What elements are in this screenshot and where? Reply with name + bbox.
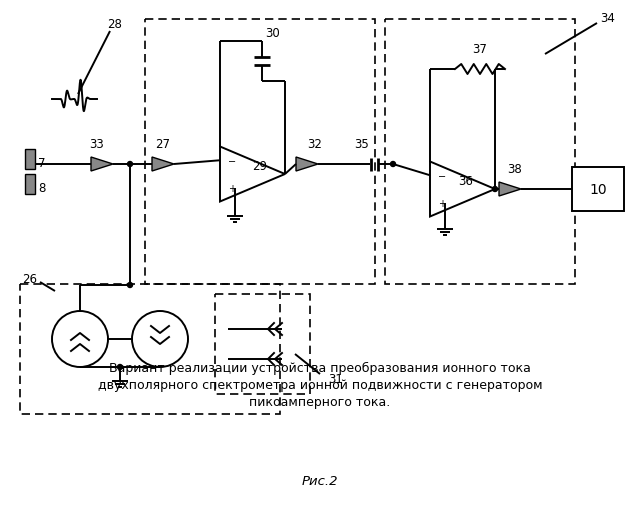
Text: 29: 29	[252, 160, 267, 173]
Text: 26: 26	[22, 273, 37, 286]
Bar	[385, 20, 575, 285]
Circle shape	[127, 162, 132, 167]
Bar	[25, 175, 35, 194]
Text: −: −	[438, 172, 446, 182]
Text: 33: 33	[90, 138, 104, 151]
Bar	[215, 294, 310, 394]
Polygon shape	[152, 158, 174, 172]
Text: 34: 34	[600, 12, 615, 24]
Circle shape	[52, 312, 108, 367]
Text: 32: 32	[308, 138, 323, 151]
Text: 35: 35	[355, 138, 369, 151]
Text: 31: 31	[328, 373, 343, 386]
Text: 8: 8	[38, 182, 45, 195]
Text: 38: 38	[508, 163, 522, 176]
Text: Вариант реализации устройства преобразования ионного тока
двухполярного спектром: Вариант реализации устройства преобразов…	[98, 361, 542, 408]
Circle shape	[127, 283, 132, 288]
Text: Рис.2: Рис.2	[301, 474, 339, 487]
Text: 36: 36	[458, 175, 473, 188]
Circle shape	[390, 162, 396, 167]
Circle shape	[118, 365, 122, 370]
Text: 27: 27	[156, 138, 170, 151]
Bar	[25, 150, 35, 169]
Text: 37: 37	[472, 43, 488, 56]
Polygon shape	[91, 158, 113, 172]
Text: 30: 30	[265, 27, 280, 40]
Bar	[20, 285, 280, 414]
Circle shape	[132, 312, 188, 367]
Text: −: −	[228, 157, 236, 167]
Text: +: +	[438, 199, 446, 208]
Polygon shape	[499, 183, 521, 196]
Bar	[145, 20, 375, 285]
Circle shape	[493, 187, 497, 192]
Text: 28: 28	[108, 18, 122, 32]
Bar	[572, 167, 624, 212]
Polygon shape	[430, 162, 495, 217]
Text: 7: 7	[38, 157, 45, 170]
Text: +: +	[228, 183, 236, 193]
Polygon shape	[220, 147, 285, 202]
Polygon shape	[296, 158, 318, 172]
Text: 10: 10	[589, 183, 607, 196]
